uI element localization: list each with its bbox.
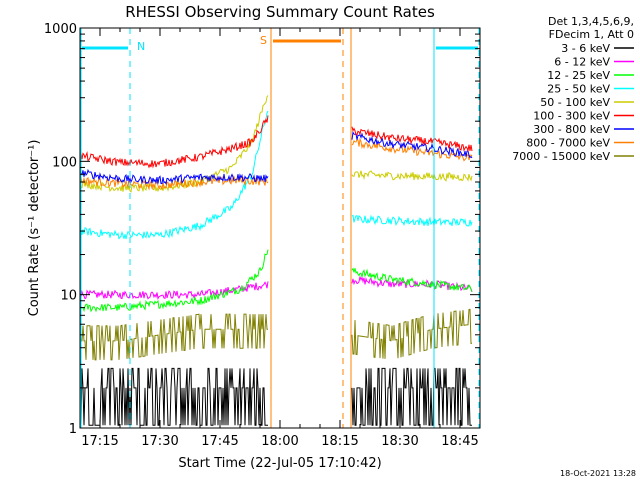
series-6to12keV [79,275,473,301]
x-tick-label: 17:30 [141,434,178,449]
series-12to25keV [79,249,473,313]
legend-entry-label: 800 - 7000 keV [526,137,610,150]
chart-title: RHESSI Observing Summary Count Rates [125,3,435,21]
x-tick-label: 17:15 [81,434,118,449]
saa-label: S [260,34,267,47]
series-50to100keV [79,95,473,193]
legend-entry-label: 3 - 6 keV [561,42,610,55]
series-line [79,115,269,169]
series-100to300keV [79,115,473,169]
y-tick-label: 10 [60,289,77,304]
y-tick-label: 100 [52,155,77,170]
y-tick-label: 1000 [44,22,77,37]
series-300to800keV [79,130,473,186]
series-line [351,214,473,227]
series-line [351,367,472,426]
series-line [79,249,269,313]
night-label: N [137,40,145,53]
footer-timestamp: 18-Oct-2021 13:28 [560,469,636,478]
series-line [351,275,473,292]
x-tick-label: 17:45 [201,434,238,449]
legend-entry-label: 6 - 12 keV [554,56,610,69]
series-line [80,313,268,361]
x-axis: 17:15 17:30 17:45 18:00 18:15 18:30 18:45 [79,28,481,449]
series-line [79,367,268,426]
legend-entry-label: 50 - 100 keV [540,96,610,109]
series-line [79,174,269,191]
legend-header-line-1: Det 1,3,4,5,6,9, [548,15,634,28]
series-25to50keV [79,110,473,240]
legend-entry-label: 12 - 25 keV [547,69,610,82]
series-7000to15000keV [80,308,473,361]
series-line [351,130,473,159]
series-line [79,95,269,193]
series-line [79,110,269,240]
x-tick-label: 18:45 [441,434,478,449]
x-tick-label: 18:30 [381,434,418,449]
series-line [351,267,473,292]
series-line [79,281,269,301]
y-axis: 1 10 100 1000 [44,22,480,437]
series-line [79,168,269,186]
legend: Det 1,3,4,5,6,9, FDecim 1, Att 0 3 - 6 k… [512,15,634,163]
series-layer [79,95,473,426]
x-tick-label: 18:15 [321,434,358,449]
x-tick-label: 18:00 [261,434,298,449]
series-line [351,170,473,182]
legend-entry-label: 300 - 800 keV [533,123,610,136]
y-tick-label: 1 [69,422,77,437]
legend-entry-label: 100 - 300 keV [533,110,610,123]
series-3to6keV [79,367,472,426]
y-axis-label: Count Rate (s⁻¹ detector⁻¹) [27,140,42,317]
series-line [351,126,473,153]
series-line [351,308,473,359]
legend-entry-label: 7000 - 15000 keV [512,150,610,163]
series-800to7000keV [79,137,473,191]
x-axis-label: Start Time (22-Jul-05 17:10:42) [178,456,381,471]
series-line [351,137,473,162]
legend-entry-label: 25 - 50 keV [547,83,610,96]
legend-header-line-2: FDecim 1, Att 0 [549,28,634,41]
